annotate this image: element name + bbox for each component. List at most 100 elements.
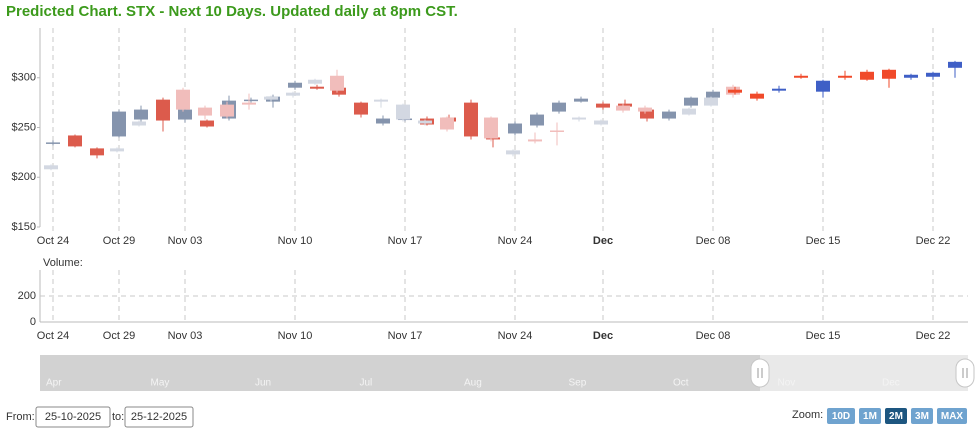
navigator-label: Aug [464, 378, 482, 389]
y-tick-label: $250 [12, 121, 36, 133]
candle-body [772, 88, 786, 91]
candle-body [552, 102, 566, 112]
navigator-label: May [151, 378, 170, 389]
candle-body [156, 99, 170, 121]
candle-body [550, 130, 564, 132]
volume-x-tick-label: Dec [593, 330, 613, 342]
candle-body [594, 120, 608, 125]
candle-body [198, 107, 212, 116]
candle-body [46, 142, 60, 144]
to-input[interactable] [124, 406, 194, 428]
navigator-label: Jun [255, 378, 271, 389]
volume-x-tick-label: Nov 03 [168, 330, 203, 342]
candle-body [530, 114, 544, 126]
candle-body [640, 109, 654, 119]
chart-title: Predicted Chart. STX - Next 10 Days. Upd… [6, 3, 458, 20]
candle-body [682, 108, 696, 115]
volume-y-tick-label: 0 [30, 316, 36, 328]
candle-body [330, 75, 344, 91]
candle-body [618, 103, 632, 107]
to-label: to: [112, 411, 124, 423]
candle-body [572, 117, 586, 120]
volume-x-tick-label: Nov 17 [388, 330, 423, 342]
navigator-label: Nov [778, 378, 796, 389]
candle-body [684, 97, 698, 106]
candle-body [220, 104, 234, 117]
candle-body [68, 135, 82, 147]
zoom-button-bg [885, 408, 907, 424]
candle-body [882, 69, 896, 79]
navigator-label: Apr [46, 378, 62, 389]
zoom-button[interactable]: 1M [859, 408, 881, 424]
candle-body [838, 75, 852, 78]
volume-title: Volume: [43, 257, 83, 269]
zoom-button[interactable]: 2M [885, 408, 907, 424]
candle-body [750, 93, 764, 99]
navigator-label: Dec [882, 378, 900, 389]
volume-x-tick-label: Dec 15 [806, 330, 841, 342]
x-tick-label: Nov 24 [498, 235, 533, 247]
candle-body [178, 109, 192, 120]
candle-body [374, 99, 388, 102]
navigator-selection [760, 355, 968, 391]
navigator-handle[interactable] [750, 358, 770, 388]
zoom-button-label: 2M [889, 411, 903, 422]
y-tick-label: $300 [12, 72, 36, 84]
zoom-button[interactable]: MAX [937, 408, 967, 424]
navigator-label: Oct [673, 378, 689, 389]
candle-body [176, 89, 190, 110]
candle-body [506, 150, 520, 155]
navigator-label: Jul [360, 378, 373, 389]
candle-body [926, 72, 940, 77]
candle-body [574, 98, 588, 102]
volume-x-tick-label: Nov 10 [278, 330, 313, 342]
candle-body [706, 91, 720, 98]
navigator-label: Sep [569, 378, 587, 389]
from-input[interactable] [35, 406, 111, 428]
candle-body [332, 87, 346, 95]
candle-body [244, 99, 258, 102]
candle-body [794, 75, 808, 78]
x-tick-label: Oct 29 [103, 235, 135, 247]
zoom-button-bg [911, 408, 933, 424]
candle-body [484, 117, 498, 139]
candle-body [90, 148, 104, 156]
zoom-button-label: MAX [941, 411, 964, 422]
candle-body [354, 102, 368, 115]
x-tick-label: Oct 24 [37, 235, 69, 247]
candle-body [948, 61, 962, 68]
from-label: From: [6, 411, 35, 423]
candle-body [616, 105, 630, 111]
x-tick-label: Nov 17 [388, 235, 423, 247]
candle-body [242, 102, 256, 105]
zoom-button-label: 10D [832, 411, 850, 422]
zoom-button[interactable]: 3M [911, 408, 933, 424]
zoom-button-label: 1M [863, 411, 877, 422]
x-tick-label: Dec [593, 235, 613, 247]
candle-body [728, 89, 742, 93]
volume-x-tick-label: Oct 24 [37, 330, 69, 342]
zoom-button-label: 3M [915, 411, 929, 422]
zoom-button-bg [937, 408, 967, 424]
candle-body [904, 74, 918, 78]
candle-body [132, 121, 146, 126]
candle-body [638, 107, 652, 112]
x-tick-label: Nov 10 [278, 235, 313, 247]
candle-body [134, 109, 148, 120]
volume-y-tick-label: 200 [18, 290, 36, 302]
y-tick-label: $200 [12, 171, 36, 183]
y-tick-label: $150 [12, 221, 36, 233]
candle-body [308, 79, 322, 84]
volume-x-tick-label: Dec 22 [916, 330, 951, 342]
handle-body [750, 358, 770, 388]
zoom-button[interactable]: 10D [827, 408, 855, 424]
candle-body [528, 139, 542, 142]
navigator-handle[interactable] [955, 358, 975, 388]
candle-body [508, 123, 522, 134]
candle-body [596, 103, 610, 108]
candle-body [396, 104, 410, 120]
candle-body [418, 120, 432, 124]
candle-body [44, 165, 58, 170]
candle-body [662, 111, 676, 119]
